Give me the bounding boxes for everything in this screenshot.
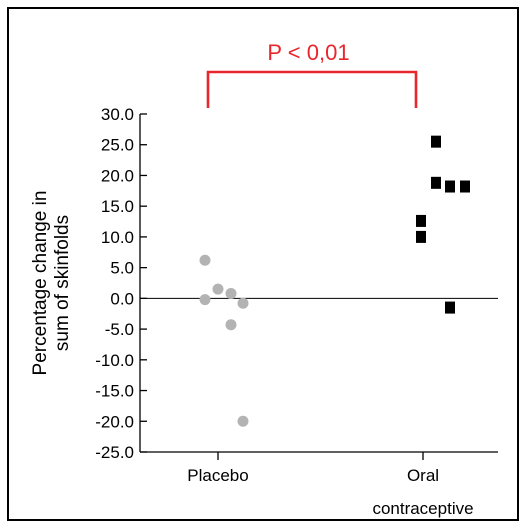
y-axis-title-line: sum of skinfolds <box>52 215 73 351</box>
y-tick-label: 20.0 <box>101 166 134 185</box>
placebo-point <box>225 287 237 299</box>
chart-frame <box>7 7 519 521</box>
oral-contraceptive-point <box>460 180 470 193</box>
oral-contraceptive-point <box>445 301 455 314</box>
y-tick-label: -15.0 <box>95 382 134 401</box>
y-tick-label: -20.0 <box>95 412 134 431</box>
placebo-point <box>199 254 211 266</box>
x-category-label: contraceptive <box>372 499 473 518</box>
placebo-point <box>237 297 249 309</box>
axes <box>139 114 498 460</box>
x-category-label: Oral <box>407 466 439 485</box>
y-tick-label: 25.0 <box>101 136 134 155</box>
y-ticks: 30.0 25.0 20.0 15.0 10.0 5.0 0.0 -5.0 -10.0 -15.0… <box>95 105 147 462</box>
placebo-point <box>212 283 224 295</box>
placebo-point <box>199 294 211 306</box>
data-points <box>199 135 470 427</box>
y-tick-label: 30.0 <box>101 105 134 124</box>
y-tick-label: -5.0 <box>105 320 134 339</box>
y-tick-label: 10.0 <box>101 228 134 247</box>
x-category-label: Placebo <box>187 466 248 485</box>
significance-bracket <box>206 70 418 108</box>
y-tick-label: -10.0 <box>95 351 134 370</box>
y-tick-label: 15.0 <box>101 197 134 216</box>
y-tick-label: 5.0 <box>110 259 134 278</box>
y-axis-title: Percentage change insum of skinfolds <box>30 191 73 376</box>
placebo-point <box>225 319 237 331</box>
y-axis-title-line: Percentage change in <box>30 191 51 376</box>
oral-contraceptive-point <box>445 180 455 193</box>
y-tick-label: -25.0 <box>95 443 134 462</box>
oral-contraceptive-point <box>431 135 441 148</box>
labels: Percentage change insum of skinfolds Plac… <box>30 40 474 518</box>
oral-contraceptive-point <box>416 230 426 243</box>
placebo-point <box>237 415 249 427</box>
significance-label: P < 0,01 <box>267 40 349 65</box>
oral-contraceptive-point <box>431 176 441 189</box>
oral-contraceptive-point <box>416 214 426 227</box>
y-tick-label: 0.0 <box>110 289 134 308</box>
